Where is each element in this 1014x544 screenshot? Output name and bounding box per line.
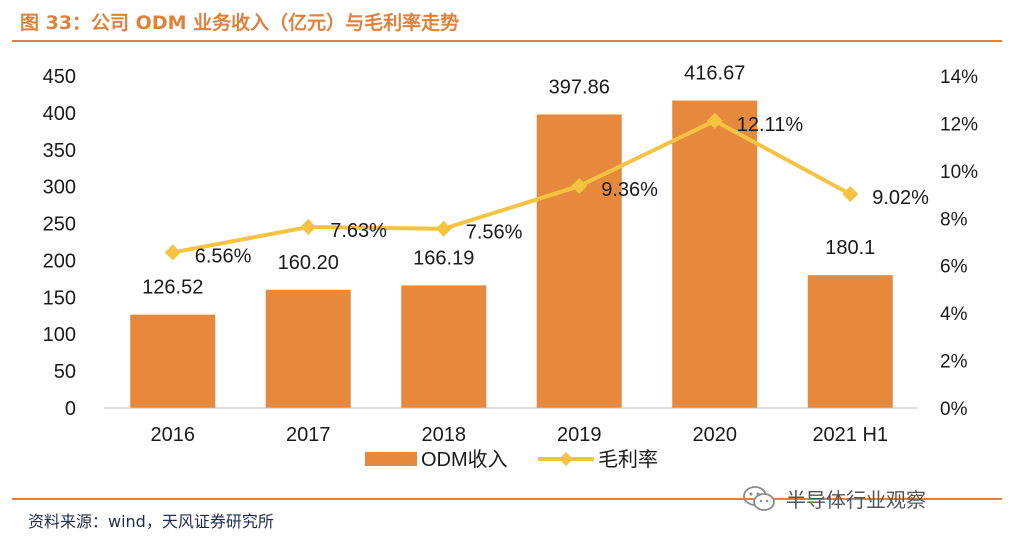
- y-right-tick-label: 4%: [940, 304, 968, 325]
- margin-marker-2020: [706, 112, 723, 129]
- watermark-text: 半导体行业观察: [786, 488, 926, 512]
- line-data-label: 12.11%: [737, 114, 804, 136]
- bar-data-label: 126.52: [142, 277, 203, 299]
- x-axis-ticks: 2016 2017 2018 2019 2020 2021 H1: [151, 424, 889, 446]
- x-tick-label: 2016: [151, 424, 196, 446]
- legend-label-line: 毛利率: [598, 448, 658, 471]
- margin-marker-2019: [571, 178, 588, 195]
- bar-series: [130, 100, 893, 408]
- y-axis-left-ticks: 0 50 100 150 200 250 300 350 400 450: [43, 66, 76, 420]
- bar-2017: [265, 289, 351, 408]
- y-left-tick-label: 250: [43, 214, 76, 236]
- x-tick-label: 2019: [557, 424, 602, 446]
- legend-swatch-marker: [559, 452, 573, 466]
- bar-data-label: 160.20: [278, 252, 339, 274]
- y-left-tick-label: 450: [43, 66, 76, 88]
- y-right-tick-label: 10%: [940, 162, 978, 183]
- bar-data-label: 180.1: [825, 237, 875, 259]
- y-left-tick-label: 200: [43, 250, 76, 272]
- footer-divider: [12, 498, 1002, 500]
- margin-marker-2021-H1: [842, 186, 859, 203]
- x-tick-label: 2018: [422, 424, 467, 446]
- y-right-tick-label: 0%: [940, 399, 968, 420]
- bar-2016: [130, 314, 216, 408]
- y-left-tick-label: 350: [43, 140, 76, 162]
- bar-2019: [536, 114, 622, 408]
- line-series: [164, 112, 859, 261]
- bar-2018: [401, 285, 487, 408]
- legend: ODM收入 毛利率: [365, 448, 658, 471]
- bar-data-label: 397.86: [549, 76, 610, 98]
- margin-line: [172, 118, 852, 255]
- title-divider: [12, 40, 1002, 42]
- x-tick-label: 2020: [693, 424, 738, 446]
- y-right-tick-label: 14%: [940, 67, 978, 88]
- y-left-tick-label: 100: [43, 324, 76, 346]
- line-data-label: 7.56%: [466, 222, 523, 244]
- bar-data-labels: 126.52 160.20 166.19 397.86 416.67 180.1: [142, 63, 875, 299]
- margin-marker-2018: [435, 220, 452, 237]
- bar-2021-H1: [807, 275, 893, 408]
- chart-svg: 0 50 100 150 200 250 300 350 400 450 0% 2% 4% 6% 8% 10…: [43, 63, 979, 471]
- line-data-label: 7.63%: [330, 220, 387, 242]
- legend-swatch-bar: [365, 452, 417, 466]
- bar-2020: [672, 100, 758, 408]
- y-left-tick-label: 0: [65, 398, 76, 420]
- y-left-tick-label: 300: [43, 177, 76, 199]
- bar-data-label: 166.19: [413, 247, 474, 269]
- bar-data-label: 416.67: [684, 63, 745, 85]
- legend-label-bar: ODM收入: [421, 448, 508, 471]
- x-tick-label: 2021 H1: [812, 424, 888, 446]
- y-right-tick-label: 12%: [940, 114, 978, 135]
- line-data-label: 6.56%: [195, 245, 252, 267]
- y-left-tick-label: 400: [43, 103, 76, 125]
- x-tick-label: 2017: [286, 424, 331, 446]
- y-right-tick-label: 6%: [940, 257, 968, 278]
- wechat-icon: [743, 485, 775, 511]
- chart-title: 图 33：公司 ODM 业务收入（亿元）与毛利率走势: [20, 12, 460, 34]
- margin-marker-2016: [164, 244, 181, 261]
- source-note: 资料来源：wind，天风证券研究所: [28, 512, 274, 531]
- line-data-label: 9.02%: [872, 187, 929, 209]
- y-left-tick-label: 150: [43, 287, 76, 309]
- y-right-tick-label: 2%: [940, 352, 968, 373]
- y-axis-right-ticks: 0% 2% 4% 6% 8% 10% 12% 14%: [940, 67, 978, 420]
- margin-marker-2017: [300, 219, 317, 236]
- line-data-label: 9.36%: [601, 179, 658, 201]
- line-data-labels: 6.56% 7.63% 7.56% 9.36% 12.11% 9.02%: [195, 114, 929, 268]
- y-left-tick-label: 50: [54, 361, 76, 383]
- watermark: 半导体行业观察: [742, 484, 926, 513]
- y-right-tick-label: 8%: [940, 209, 968, 230]
